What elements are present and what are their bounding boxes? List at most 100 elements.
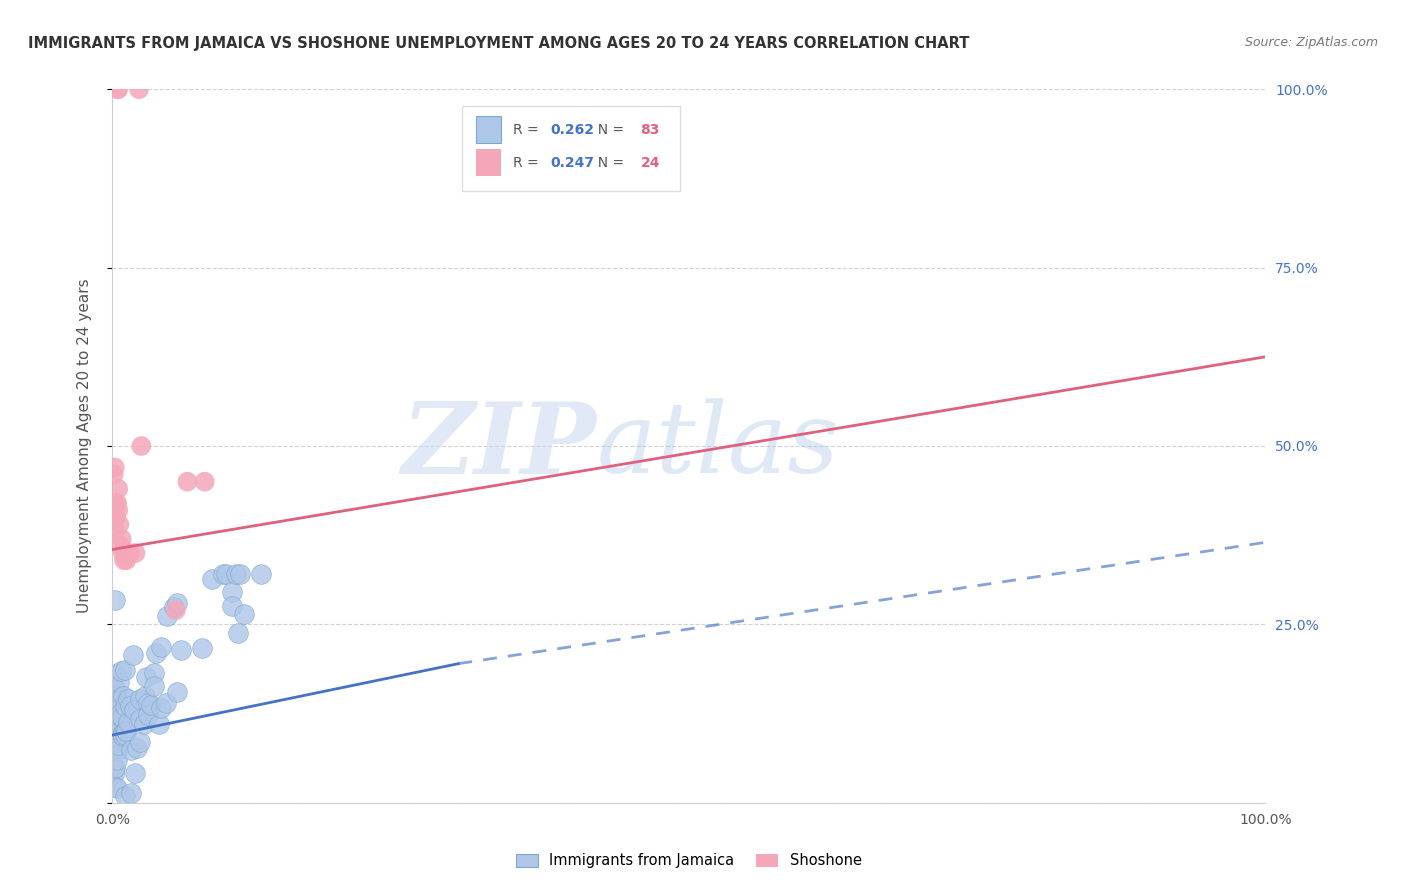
Point	[149, 700, 172, 714]
Text: R =: R =	[513, 156, 543, 169]
Point	[118, 699, 141, 714]
Point	[117, 715, 139, 730]
Point	[228, 567, 250, 582]
Point	[103, 467, 125, 482]
Point	[143, 679, 166, 693]
Point	[135, 670, 157, 684]
Point	[110, 708, 132, 723]
Point	[111, 532, 134, 546]
Point	[129, 712, 152, 726]
Text: Source: ZipAtlas.com: Source: ZipAtlas.com	[1244, 36, 1378, 49]
Point	[221, 599, 243, 614]
Point	[111, 690, 134, 704]
Point	[114, 724, 136, 739]
Text: R =: R =	[513, 123, 543, 136]
Point	[166, 685, 188, 699]
Point	[104, 689, 127, 703]
Point	[103, 694, 125, 708]
Point	[103, 694, 125, 708]
Point	[107, 82, 129, 96]
Point	[129, 439, 153, 453]
Text: N =: N =	[589, 123, 628, 136]
Point	[103, 681, 125, 695]
Point	[165, 603, 187, 617]
Point	[114, 663, 136, 677]
Point	[155, 696, 177, 710]
Point	[107, 730, 129, 744]
Point	[105, 780, 128, 795]
Point	[226, 626, 249, 640]
Point	[103, 733, 125, 747]
Point	[118, 546, 141, 560]
Point	[111, 546, 134, 560]
Point	[114, 723, 136, 738]
Point	[141, 698, 163, 713]
Point	[201, 573, 224, 587]
Point	[110, 706, 132, 720]
Point	[138, 707, 160, 722]
Point	[176, 475, 198, 489]
Point	[170, 643, 193, 657]
Point	[225, 567, 247, 582]
Text: 0.247: 0.247	[551, 156, 595, 169]
Point	[105, 496, 128, 510]
Point	[103, 743, 125, 757]
Point	[114, 699, 136, 714]
Point	[104, 780, 127, 794]
Point	[104, 524, 127, 539]
FancyBboxPatch shape	[475, 116, 501, 144]
Point	[107, 693, 129, 707]
Point	[104, 666, 127, 681]
Point	[114, 789, 136, 803]
Point	[105, 743, 128, 757]
Point	[163, 599, 186, 614]
Point	[103, 767, 125, 781]
Point	[134, 689, 156, 703]
Point	[115, 553, 138, 567]
Point	[108, 517, 131, 532]
Point	[190, 640, 212, 655]
Point	[249, 567, 271, 582]
Point	[112, 730, 135, 744]
Point	[110, 664, 132, 678]
Point	[104, 683, 127, 698]
Y-axis label: Unemployment Among Ages 20 to 24 years: Unemployment Among Ages 20 to 24 years	[77, 278, 91, 614]
Point	[156, 608, 179, 623]
Text: IMMIGRANTS FROM JAMAICA VS SHOSHONE UNEMPLOYMENT AMONG AGES 20 TO 24 YEARS CORRE: IMMIGRANTS FROM JAMAICA VS SHOSHONE UNEM…	[28, 36, 970, 51]
Point	[104, 740, 127, 755]
Point	[108, 674, 131, 689]
Point	[104, 592, 127, 607]
Point	[136, 696, 159, 710]
Point	[103, 729, 125, 743]
Point	[149, 640, 172, 654]
Point	[104, 496, 127, 510]
Point	[122, 648, 145, 663]
Point	[142, 665, 165, 680]
Point	[107, 482, 129, 496]
Point	[104, 510, 127, 524]
Point	[111, 728, 134, 742]
Point	[110, 539, 132, 553]
Point	[132, 716, 155, 731]
Point	[221, 585, 243, 599]
Point	[107, 503, 129, 517]
Text: 0.262: 0.262	[551, 123, 595, 136]
Point	[112, 553, 135, 567]
Text: ZIP: ZIP	[402, 398, 596, 494]
Point	[105, 82, 128, 96]
Point	[111, 726, 134, 740]
Text: 83: 83	[641, 123, 659, 136]
Point	[104, 727, 127, 741]
Point	[194, 475, 217, 489]
Point	[128, 691, 150, 706]
Point	[166, 596, 188, 610]
Point	[105, 723, 128, 737]
Point	[104, 460, 127, 475]
Text: 24: 24	[641, 156, 659, 169]
Text: atlas: atlas	[596, 399, 839, 493]
Point	[104, 712, 127, 726]
Point	[104, 510, 127, 524]
Legend: Immigrants from Jamaica, Shoshone: Immigrants from Jamaica, Shoshone	[510, 847, 868, 874]
Point	[145, 646, 167, 660]
Point	[111, 710, 134, 724]
